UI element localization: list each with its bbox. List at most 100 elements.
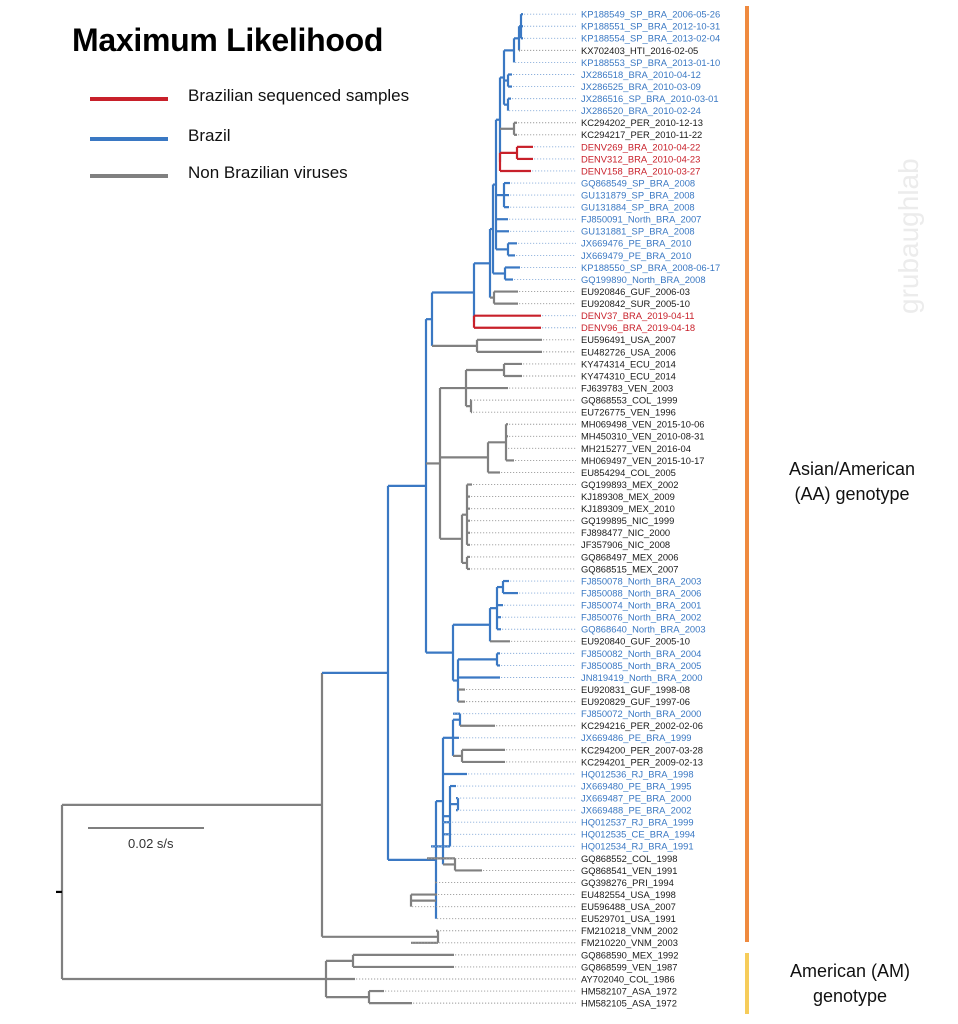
tip-label: FJ639783_VEN_2003 <box>581 382 673 393</box>
clade-label-am-line2: genotype <box>812 986 888 1006</box>
tip-label: GQ868549_SP_BRA_2008 <box>581 177 695 188</box>
tip-label: GQ868552_COL_1998 <box>581 853 677 864</box>
tip-label: EU920842_SUR_2005-10 <box>581 298 690 309</box>
tip-label: KJ189308_MEX_2009 <box>581 491 675 502</box>
tip-label: FJ850072_North_BRA_2000 <box>581 708 701 719</box>
tip-label: KY474314_ECU_2014 <box>581 358 676 369</box>
tip-label: KC294216_PER_2002-02-06 <box>581 720 703 731</box>
tip-label: JX669476_PE_BRA_2010 <box>581 238 692 249</box>
tip-label: KP188550_SP_BRA_2008-06-17 <box>581 262 720 273</box>
tip-label: JX669488_PE_BRA_2002 <box>581 805 692 816</box>
tip-label: GQ868553_COL_1999 <box>581 395 677 406</box>
tip-label: GQ199893_MEX_2002 <box>581 479 678 490</box>
clade-label-am-line1: American (AM) <box>789 961 910 981</box>
tip-label: EU596491_USA_2007 <box>581 334 676 345</box>
tip-label: MH450310_VEN_2010-08-31 <box>581 431 705 442</box>
clade-label-aa: Asian/American (AA) genotype <box>762 457 942 507</box>
tip-label: KP188549_SP_BRA_2006-05-26 <box>581 9 720 20</box>
tip-label: DENV312_BRA_2010-04-23 <box>581 153 700 164</box>
tip-label: EU920846_GUF_2006-03 <box>581 286 690 297</box>
tip-label: JX669486_PE_BRA_1999 <box>581 732 692 743</box>
figure-title: Maximum Likelihood <box>72 22 384 58</box>
tip-label: JX286518_BRA_2010-04-12 <box>581 69 701 80</box>
tip-label: HM582107_ASA_1972 <box>581 985 677 996</box>
tip-label: HQ012536_RJ_BRA_1998 <box>581 768 694 779</box>
tip-label: FJ850076_North_BRA_2002 <box>581 612 701 623</box>
tip-label: FJ850091_North_BRA_2007 <box>581 214 701 225</box>
tip-label: JX286516_SP_BRA_2010-03-01 <box>581 93 719 104</box>
tip-label: JF357906_NIC_2008 <box>581 539 670 550</box>
tip-label: MH069498_VEN_2015-10-06 <box>581 419 705 430</box>
tip-label: JX669480_PE_BRA_1995 <box>581 780 692 791</box>
tip-label: GQ199895_NIC_1999 <box>581 515 674 526</box>
tip-label: FJ898477_NIC_2000 <box>581 527 670 538</box>
clade-label-aa-line2: (AA) genotype <box>794 484 910 504</box>
clade-label-am: American (AM) genotype <box>770 959 930 1009</box>
tip-label: FM210220_VNM_2003 <box>581 937 678 948</box>
tip-label: JX286525_BRA_2010-03-09 <box>581 81 701 92</box>
tip-label: GU131879_SP_BRA_2008 <box>581 190 695 201</box>
legend-swatch-blue <box>90 137 168 141</box>
tip-label: DENV37_BRA_2019-04-11 <box>581 310 694 321</box>
tip-label: GQ868497_MEX_2006 <box>581 551 678 562</box>
tip-label: KP188554_SP_BRA_2013-02-04 <box>581 33 720 44</box>
tip-label: GQ868541_VEN_1991 <box>581 865 677 876</box>
legend-label: Brazilian sequenced samples <box>188 86 410 105</box>
legend-label: Brazil <box>188 126 231 145</box>
tip-label: KC294217_PER_2010-11-22 <box>581 129 702 140</box>
tip-label: FJ850074_North_BRA_2001 <box>581 600 701 611</box>
clade-label-aa-line1: Asian/American <box>788 459 916 479</box>
tip-label: JX286520_BRA_2010-02-24 <box>581 105 701 116</box>
tip-label: EU482726_USA_2006 <box>581 346 676 357</box>
tip-label: JN819419_North_BRA_2000 <box>581 672 702 683</box>
tip-label: GU131881_SP_BRA_2008 <box>581 226 695 237</box>
tip-label: EU529701_USA_1991 <box>581 913 676 924</box>
scale-bar-label: 0.02 s/s <box>128 836 174 851</box>
tip-label: HM582105_ASA_1972 <box>581 998 677 1009</box>
tip-label: EU920829_GUF_1997-06 <box>581 696 690 707</box>
tip-label: DENV269_BRA_2010-04-22 <box>581 141 700 152</box>
tip-label: DENV158_BRA_2010-03-27 <box>581 165 700 176</box>
legend-swatch-red <box>90 97 168 101</box>
tip-label: FM210218_VNM_2002 <box>581 925 678 936</box>
tip-label: DENV96_BRA_2019-04-18 <box>581 322 695 333</box>
tip-label: EU596488_USA_2007 <box>581 901 676 912</box>
tip-label: GQ868515_MEX_2007 <box>581 563 678 574</box>
tip-label: EU854294_COL_2005 <box>581 467 676 478</box>
tip-label: KP188551_SP_BRA_2012-10-31 <box>581 21 720 32</box>
tip-label: GQ199890_North_BRA_2008 <box>581 274 706 285</box>
tip-label: KP188553_SP_BRA_2013-01-10 <box>581 57 720 68</box>
tip-label: EU482554_USA_1998 <box>581 889 676 900</box>
tip-label: KC294200_PER_2007-03-28 <box>581 744 703 755</box>
tip-label: JX669487_PE_BRA_2000 <box>581 793 692 804</box>
tip-label: FJ850085_North_BRA_2005 <box>581 660 701 671</box>
tip-label: GQ398276_PRI_1994 <box>581 877 674 888</box>
watermark-text: grubaughlab <box>898 158 924 314</box>
tip-label: HQ012535_CE_BRA_1994 <box>581 829 695 840</box>
tip-label: AY702040_COL_1986 <box>581 973 675 984</box>
tip-label: FJ850088_North_BRA_2006 <box>581 587 701 598</box>
tip-label: JX669479_PE_BRA_2010 <box>581 250 692 261</box>
tip-label: GQ868640_North_BRA_2003 <box>581 624 706 635</box>
tip-label: HQ012537_RJ_BRA_1999 <box>581 817 694 828</box>
tip-label: GU131884_SP_BRA_2008 <box>581 202 695 213</box>
tip-label: KJ189309_MEX_2010 <box>581 503 675 514</box>
tip-label: FJ850082_North_BRA_2004 <box>581 648 701 659</box>
tip-label: MH069497_VEN_2015-10-17 <box>581 455 705 466</box>
watermark-logo: grubaughlab <box>898 158 924 314</box>
tip-label: GQ868599_VEN_1987 <box>581 961 677 972</box>
tip-label: EU920831_GUF_1998-08 <box>581 684 690 695</box>
tip-label: MH215277_VEN_2016-04 <box>581 443 691 454</box>
tip-label: EU726775_VEN_1996 <box>581 407 676 418</box>
tip-label: KC294201_PER_2009-02-13 <box>581 756 703 767</box>
tip-label: HQ012534_RJ_BRA_1991 <box>581 841 694 852</box>
tip-label: GQ868590_MEX_1992 <box>581 949 678 960</box>
tip-label: KX702403_HTI_2016-02-05 <box>581 45 698 56</box>
tip-label: KC294202_PER_2010-12-13 <box>581 117 703 128</box>
legend-swatch-grey <box>90 174 168 178</box>
tip-label: EU920840_GUF_2005-10 <box>581 636 690 647</box>
tip-label: FJ850078_North_BRA_2003 <box>581 575 701 586</box>
tip-label: KY474310_ECU_2014 <box>581 370 676 381</box>
legend-label: Non Brazilian viruses <box>188 163 348 182</box>
